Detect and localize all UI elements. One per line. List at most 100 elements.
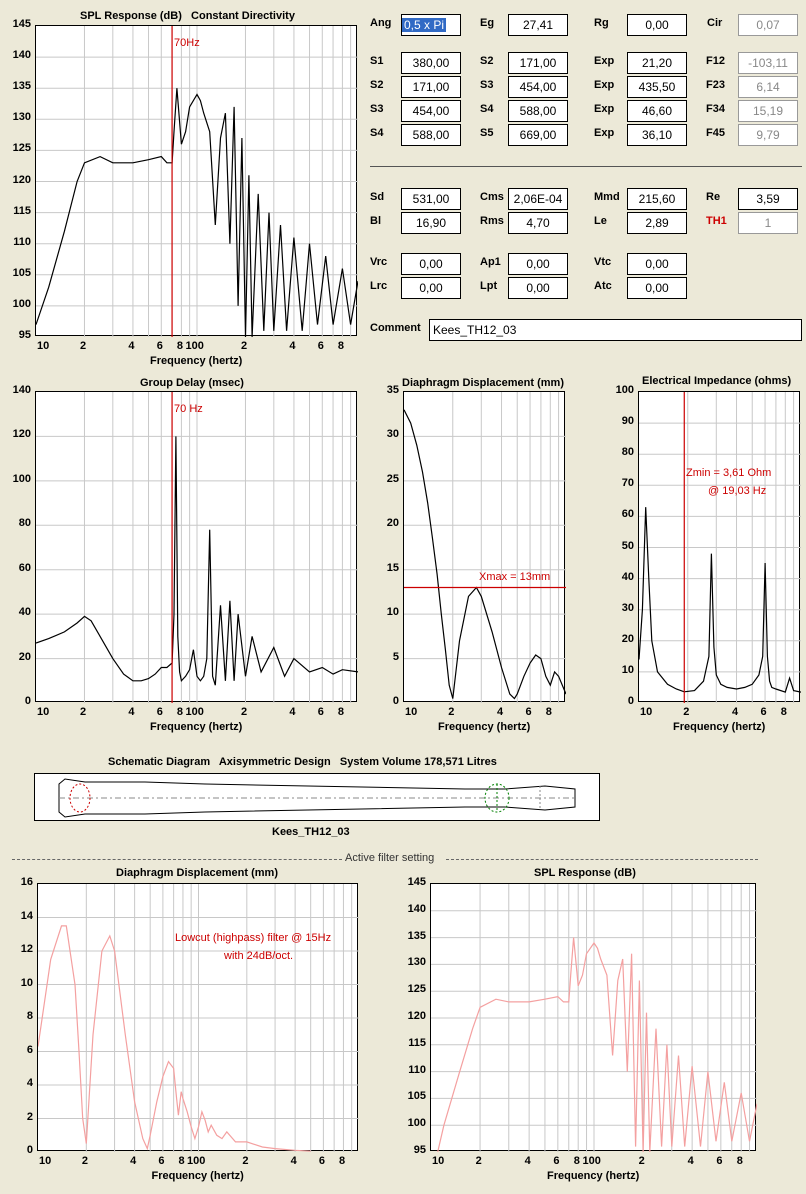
y-tick-label: 100 [12, 297, 31, 310]
schematic-diagram [34, 773, 600, 821]
driver-label-th1: TH1 [706, 215, 727, 227]
y-tick-label: 80 [621, 446, 634, 459]
driver-input-th1[interactable]: 1 [738, 212, 798, 234]
y-tick-label: 15 [386, 561, 399, 574]
separator-line [370, 166, 802, 167]
y-tick-label: 125 [407, 983, 426, 996]
y-tick-label: 30 [386, 428, 399, 441]
geom-input-exp[interactable]: 21,20 [627, 52, 687, 74]
rg-input[interactable]: 0,00 [627, 14, 687, 36]
x-tick-label: 8 [736, 1155, 743, 1167]
x-tick-label: 4 [289, 706, 296, 718]
geom-input-f45[interactable]: 9,79 [738, 124, 798, 146]
y-tick-label: 135 [407, 929, 426, 942]
extra-input-vrc[interactable]: 0,00 [401, 253, 461, 275]
disp-hline-label: Xmax = 13mm [479, 571, 551, 584]
filter-separator-left [12, 859, 342, 860]
driver-input-re[interactable]: 3,59 [738, 188, 798, 210]
x-tick-label: 10 [39, 1155, 52, 1167]
y-tick-label: 115 [13, 204, 31, 217]
y-tick-label: 35 [386, 384, 399, 396]
y-tick-label: 5 [392, 650, 399, 663]
y-tick-label: 130 [407, 956, 426, 969]
y-tick-label: 50 [621, 539, 634, 552]
geom-label-s2: S2 [480, 55, 494, 67]
geom-label-exp: Exp [594, 127, 615, 139]
y-tick-label: 95 [413, 1144, 426, 1156]
fspl-plot-area [431, 884, 757, 1152]
x-tick-label: 4 [128, 340, 135, 352]
geom-input-s2[interactable]: 171,00 [508, 52, 568, 74]
extra-input-lrc[interactable]: 0,00 [401, 277, 461, 299]
driver-input-rms[interactable]: 4,70 [508, 212, 568, 234]
y-tick-label: 140 [407, 902, 426, 915]
extra-label-lpt: Lpt [480, 280, 498, 292]
geom-input-f34[interactable]: 15,19 [738, 100, 798, 122]
x-tick-label: 10 [432, 1155, 445, 1167]
extra-label-vrc: Vrc [370, 256, 388, 268]
geom-input-s4[interactable]: 588,00 [508, 100, 568, 122]
fdisp-plot-area [38, 884, 359, 1152]
imp-chart-title: Electrical Impedance (ohms) [642, 375, 792, 387]
y-tick-label: 105 [407, 1090, 426, 1103]
y-tick-label: 140 [12, 384, 31, 396]
geom-input-s1[interactable]: 380,00 [401, 52, 461, 74]
x-tick-label: 2 [448, 706, 455, 718]
geom-input-f12[interactable]: -103,11 [738, 52, 798, 74]
x-tick-label: 6 [317, 706, 324, 718]
driver-input-sd[interactable]: 531,00 [401, 188, 461, 210]
geom-input-f23[interactable]: 6,14 [738, 76, 798, 98]
extra-input-ap1[interactable]: 0,00 [508, 253, 568, 275]
x-tick-label: 4 [128, 706, 135, 718]
y-tick-label: 10 [20, 976, 33, 989]
extra-input-atc[interactable]: 0,00 [627, 277, 687, 299]
geom-input-exp[interactable]: 435,50 [627, 76, 687, 98]
extra-input-vtc[interactable]: 0,00 [627, 253, 687, 275]
x-tick-label: 10 [37, 340, 50, 352]
schematic-caption: Kees_TH12_03 [272, 826, 350, 838]
geom-label-exp: Exp [594, 55, 615, 67]
y-tick-label: 25 [386, 472, 399, 485]
filtered-spl-chart [430, 883, 757, 1152]
geom-input-exp[interactable]: 46,60 [627, 100, 687, 122]
y-tick-label: 100 [12, 472, 31, 485]
geom-input-s5[interactable]: 669,00 [508, 124, 568, 146]
geom-input-s3[interactable]: 454,00 [508, 76, 568, 98]
x-tick-label: 2 [240, 706, 248, 718]
geom-input-s3[interactable]: 454,00 [401, 100, 461, 122]
extra-label-ap1: Ap1 [480, 256, 501, 268]
eg-input[interactable]: 27,41 [508, 14, 568, 36]
geom-input-exp[interactable]: 36,10 [627, 124, 687, 146]
driver-label-cms: Cms [480, 191, 504, 203]
driver-input-mmd[interactable]: 215,60 [627, 188, 687, 210]
disp-chart-title: Diaphragm Displacement (mm) [402, 377, 564, 389]
x-tick-label: 8 [780, 706, 787, 718]
group-delay-chart [35, 391, 358, 703]
driver-input-bl[interactable]: 16,90 [401, 212, 461, 234]
extra-input-lpt[interactable]: 0,00 [508, 277, 568, 299]
gd-chart-title: Group Delay (msec) [140, 377, 244, 389]
cir-input[interactable]: 0,07 [738, 14, 798, 36]
filter-separator-right [446, 859, 758, 860]
y-tick-label: 120 [12, 428, 31, 441]
imp-plot-area [639, 392, 801, 703]
x-tick-label: 6 [553, 1155, 560, 1167]
y-tick-label: 20 [621, 632, 634, 645]
y-tick-label: 0 [24, 695, 31, 707]
geom-input-s2[interactable]: 171,00 [401, 76, 461, 98]
imp-marker-label-2: @ 19,03 Hz [708, 485, 767, 497]
y-tick-label: 6 [26, 1043, 33, 1056]
comment-input[interactable]: Kees_TH12_03 [429, 319, 802, 341]
y-tick-label: 60 [18, 561, 31, 574]
x-tick-label: 8 [573, 1155, 580, 1167]
y-tick-label: 0 [26, 1144, 33, 1156]
geom-input-s4[interactable]: 588,00 [401, 124, 461, 146]
x-tick-label: 4 [290, 1155, 297, 1167]
ang-input[interactable]: 0,5 x Pi [401, 14, 461, 36]
param-label-cir: Cir [707, 17, 723, 29]
extra-label-atc: Atc [594, 280, 612, 292]
driver-input-cms[interactable]: 2,06E-04 [508, 188, 568, 210]
y-tick-label: 130 [12, 111, 31, 124]
geom-label-s4: S4 [480, 103, 494, 115]
driver-input-le[interactable]: 2,89 [627, 212, 687, 234]
